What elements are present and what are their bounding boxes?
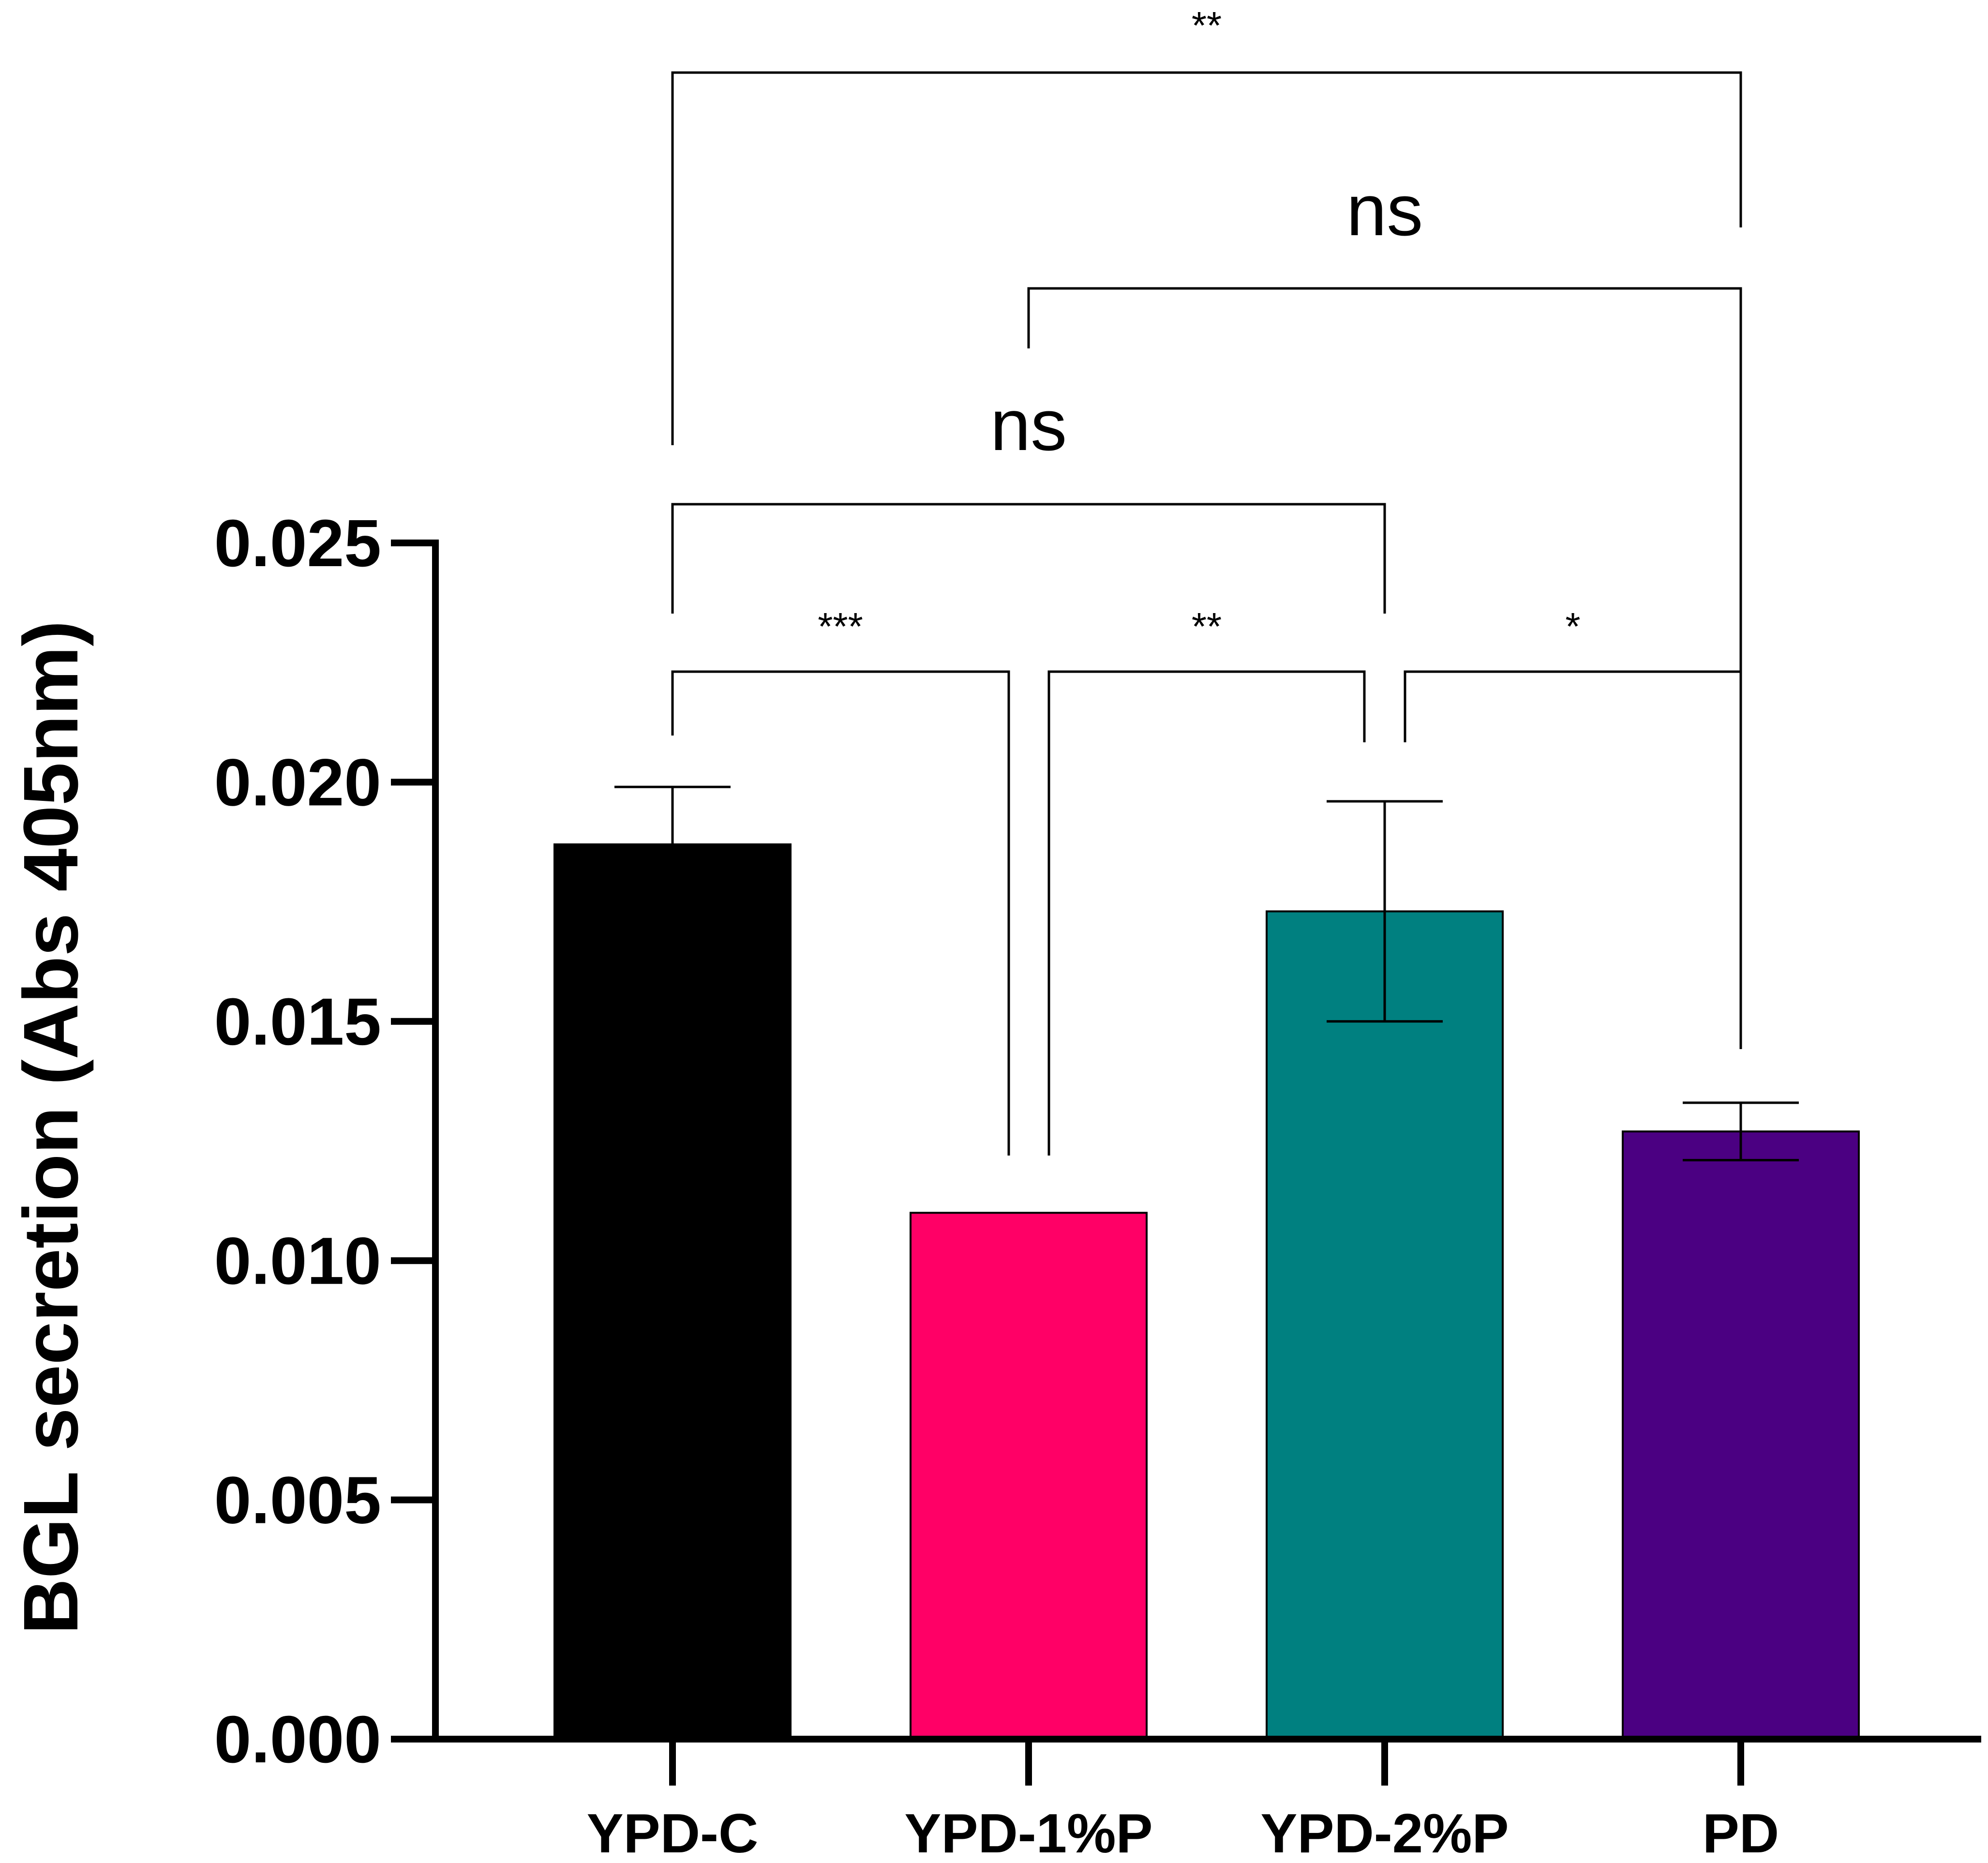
error-bars <box>614 785 1799 1162</box>
y-tick-label-3: 0.015 <box>214 985 381 1059</box>
y-axis-label: BGL secretion (Abs 405nm) <box>7 620 94 1634</box>
sig-label-2: * <box>1565 605 1580 648</box>
bar-YPD-2%P <box>1266 910 1504 1740</box>
bar-YPD-C <box>553 843 792 1740</box>
y-axis-ticks: 0.000 0.005 0.010 0.015 0.020 0.025 <box>214 506 435 1777</box>
sig-label-1: ** <box>1192 605 1222 648</box>
sig-bracket-5 <box>671 71 1742 445</box>
sig-bracket-4 <box>1027 287 1742 1049</box>
x-tick-label-2: YPD-2%P <box>1260 1803 1509 1863</box>
bar-YPD-1%P <box>910 1212 1148 1741</box>
y-tick-label-4: 0.020 <box>214 745 381 820</box>
y-tick-label-2: 0.010 <box>214 1224 381 1298</box>
y-tick-label-0: 0.000 <box>214 1702 381 1777</box>
sig-bracket-0 <box>671 670 1010 1156</box>
sig-bracket-2 <box>1404 670 1742 742</box>
x-tick-label-0: YPD-C <box>587 1803 759 1863</box>
sig-label-4: ns <box>1346 169 1423 251</box>
sig-bracket-1 <box>1047 670 1366 1156</box>
y-tick-label-5: 0.025 <box>214 506 381 581</box>
bar-PD <box>1622 1130 1860 1741</box>
y-tick-label-1: 0.005 <box>214 1463 381 1538</box>
sig-bracket-3 <box>671 503 1386 614</box>
bars <box>553 843 1860 1741</box>
x-tick-label-3: PD <box>1703 1803 1779 1863</box>
x-axis-labels: YPD-C YPD-1%P YPD-2%P PD <box>587 1739 1779 1863</box>
sig-label-5: ** <box>1192 4 1222 47</box>
x-tick-label-1: YPD-1%P <box>904 1803 1152 1863</box>
sig-label-3: ns <box>990 384 1067 466</box>
sig-label-0: *** <box>818 605 863 648</box>
axes <box>432 540 1981 1743</box>
